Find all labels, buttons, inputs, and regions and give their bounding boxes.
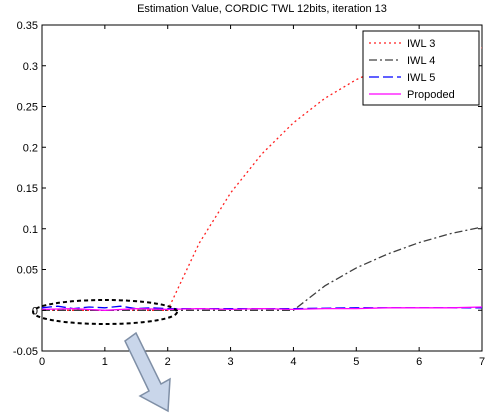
x-tick-label: 5 [353,356,359,368]
y-tick-label: 0.15 [17,183,38,195]
series-layer [41,47,483,311]
x-tick-label: 4 [290,356,296,368]
series-line-iwl-4 [42,226,483,311]
y-tick-label: 0.35 [17,20,38,32]
zoom-arrow-icon [124,331,171,413]
x-tick-label: 6 [416,356,422,368]
y-tick-label: 0 [32,305,38,317]
x-tick-label: 3 [228,356,234,368]
y-tick-label: -0.05 [13,346,38,358]
chart-title: Estimation Value, CORDIC TWL 12bits, ite… [137,3,387,15]
x-tick-label: 0 [39,356,45,368]
y-tick-label: 0.2 [23,142,38,154]
y-tick-label: 0.05 [17,265,38,277]
x-tick-label: 7 [479,356,485,368]
series-line-propoded [41,306,483,311]
y-tick-label: 0.3 [23,61,38,73]
legend: IWL 3 IWL 4 IWL 5 Propoded [362,30,480,106]
legend-label: Propoded [407,89,455,101]
x-tick-label: 2 [165,356,171,368]
zoom-ellipse [32,299,178,325]
y-tick-label: 0.25 [17,102,38,114]
x-tick-label: 1 [102,356,108,368]
legend-box [362,30,480,106]
legend-label: IWL 5 [407,72,435,84]
y-tick-label: 0.1 [23,224,38,236]
legend-label: IWL 4 [407,55,435,67]
legend-label: IWL 3 [407,38,435,50]
